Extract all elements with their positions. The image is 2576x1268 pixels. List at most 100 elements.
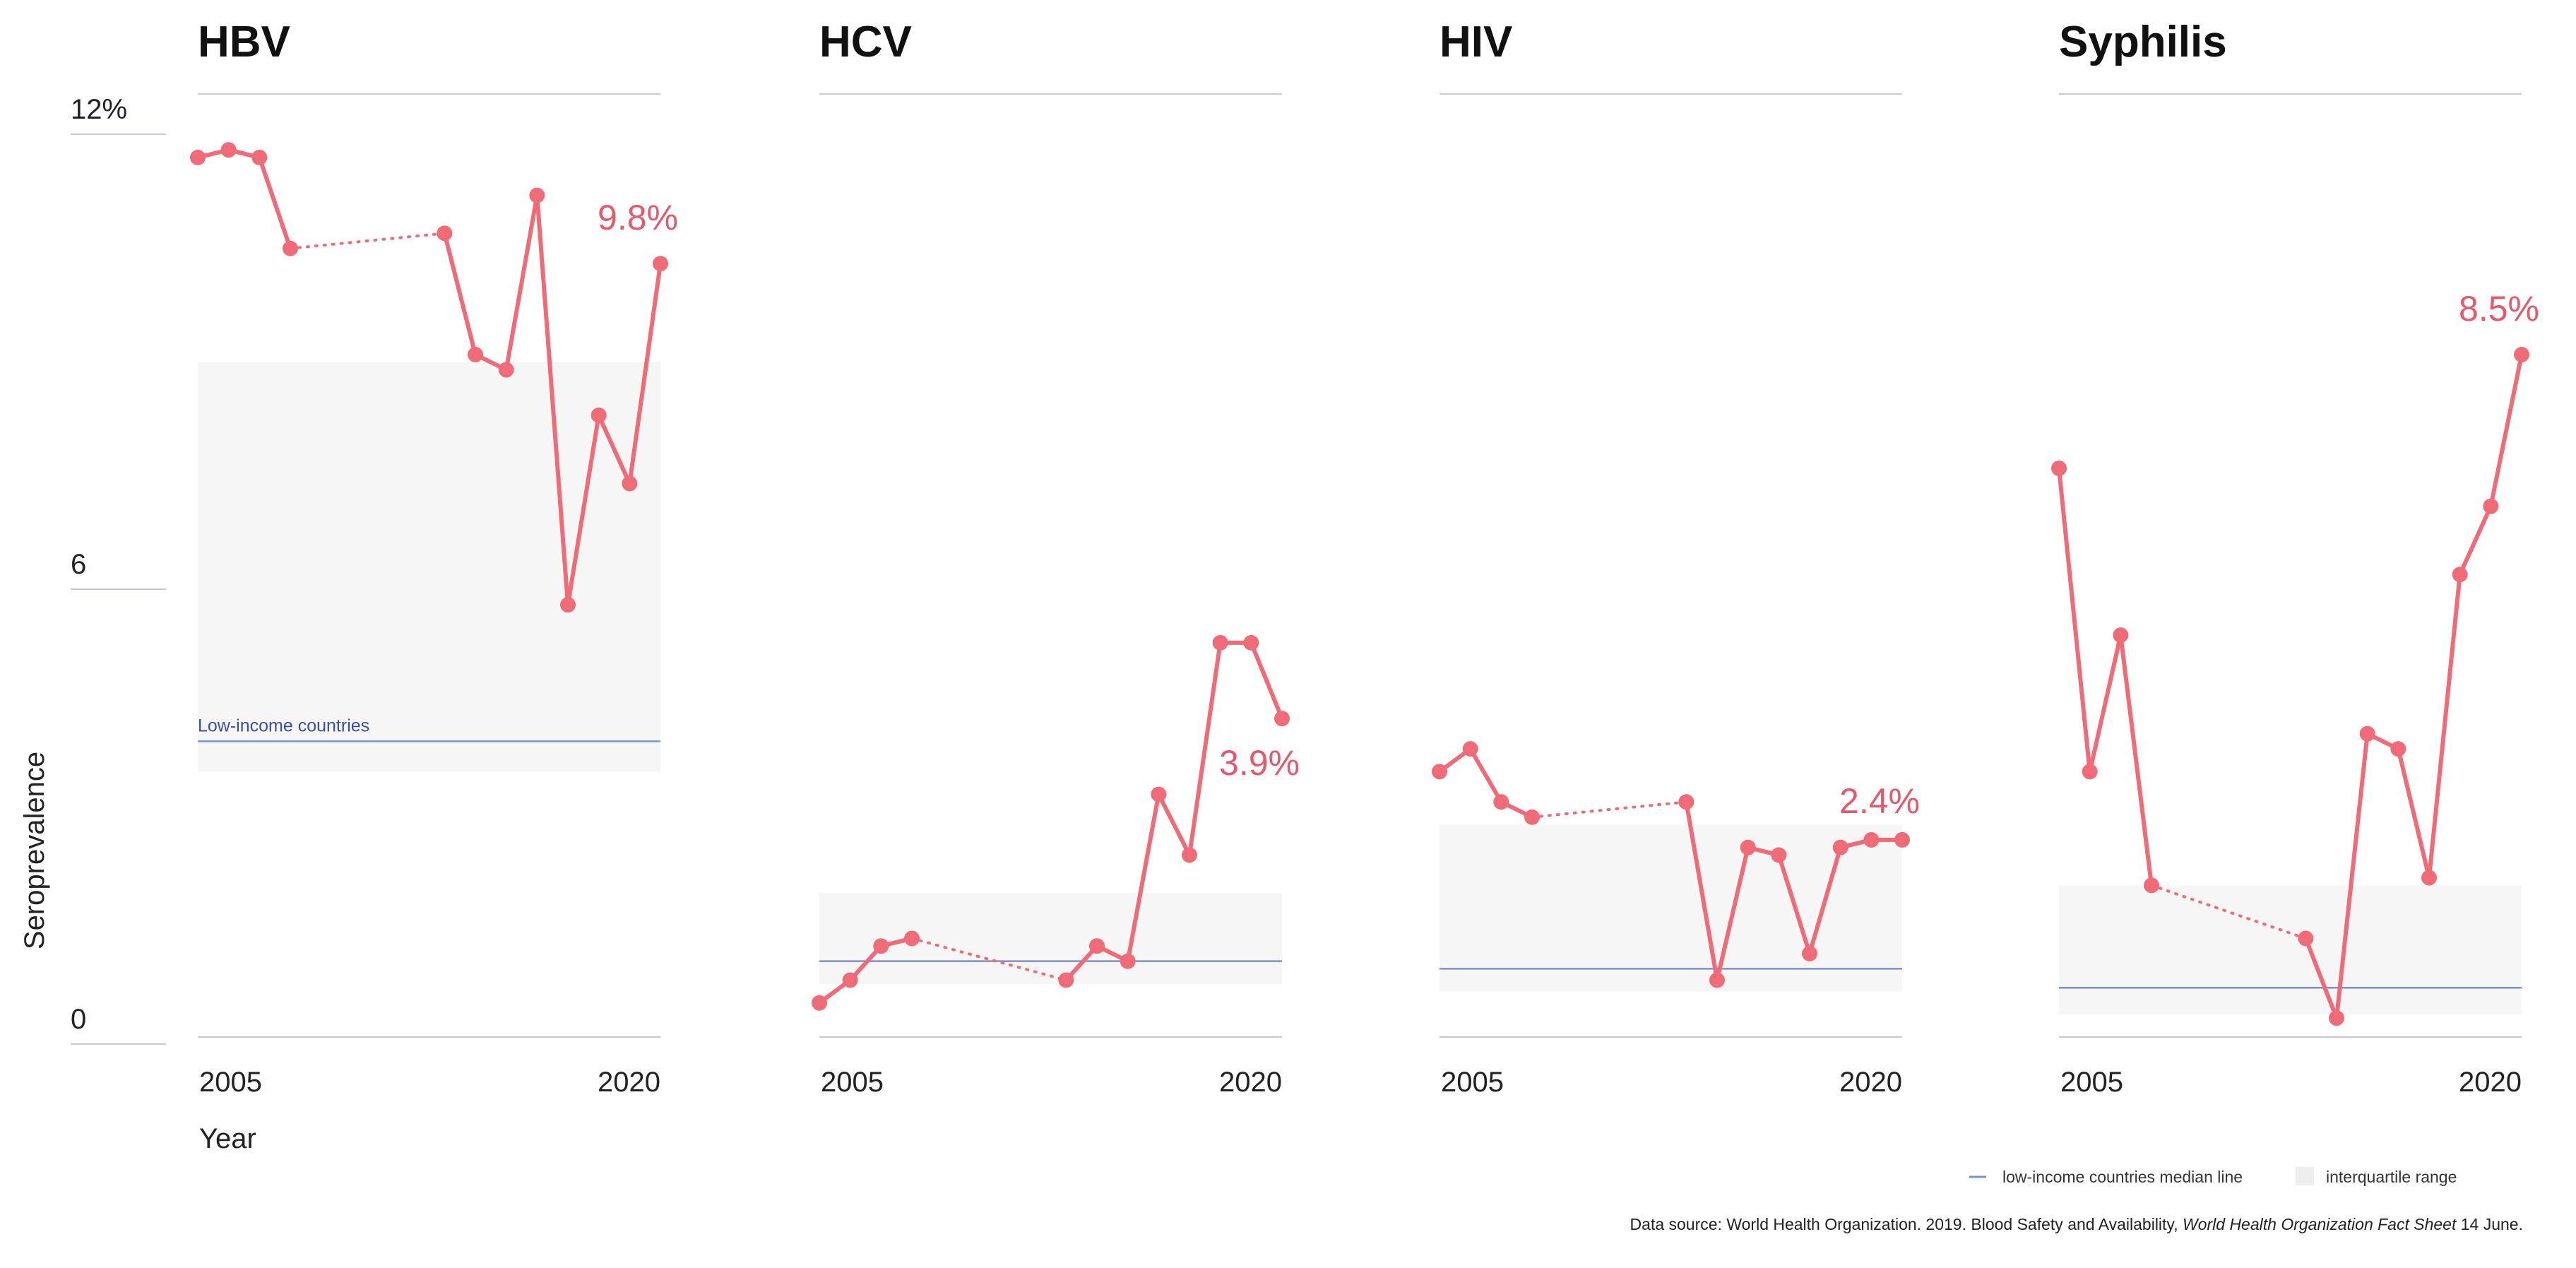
series-segment	[2427, 572, 2462, 880]
data-point	[1212, 634, 1228, 651]
y-tick-label: 6	[71, 549, 86, 580]
data-point	[2144, 877, 2159, 894]
panel-title-syphilis: Syphilis	[2059, 18, 2227, 66]
data-point	[437, 225, 453, 242]
series-segment	[1776, 853, 1812, 956]
x-tick-label: 2020	[1839, 1067, 1902, 1098]
data-point	[842, 972, 858, 988]
series-gap-segment	[2150, 884, 2308, 940]
data-point	[2113, 627, 2129, 644]
data-point	[2359, 725, 2375, 742]
iqr-band	[819, 893, 1282, 984]
data-point	[1058, 972, 1074, 988]
x-axis-label: Year	[199, 1123, 256, 1154]
data-point	[2298, 930, 2314, 947]
legend-iqr-text: interquartile range	[2326, 1168, 2457, 1186]
data-point	[1863, 831, 1880, 848]
data-point	[1089, 938, 1105, 954]
data-point	[1678, 794, 1694, 810]
series-segment	[2057, 466, 2092, 774]
panel-hcv: HCV 2005 2020 3.9%	[812, 18, 1300, 1098]
data-point	[1709, 972, 1725, 988]
data-point	[1740, 839, 1756, 855]
panel-title-hbv: HBV	[198, 18, 290, 66]
data-point	[1493, 794, 1509, 810]
source-journal: World Health Organization Fact Sheet	[2183, 1215, 2457, 1233]
data-point	[529, 187, 545, 203]
series-segment	[535, 193, 570, 608]
data-point	[622, 475, 638, 492]
data-point	[1182, 847, 1197, 863]
end-value-label: 8.5%	[2459, 289, 2539, 328]
data-point	[653, 256, 668, 272]
data-point	[1894, 831, 1910, 848]
data-point	[283, 240, 298, 256]
data-point	[2483, 498, 2499, 514]
end-value-label: 2.4%	[1839, 781, 1920, 821]
data-point	[468, 347, 483, 362]
series-segment	[2118, 633, 2154, 888]
data-point	[1274, 711, 1290, 727]
data-point	[812, 995, 827, 1011]
data-point	[1432, 764, 1447, 780]
median-label: Low-income countries	[198, 716, 369, 735]
data-point	[590, 407, 607, 423]
x-tick-label: 2005	[199, 1067, 262, 1098]
data-point	[2514, 347, 2529, 362]
source-prefix: Data source: World Health Organization. …	[1630, 1215, 2183, 1233]
data-point	[1802, 945, 1817, 961]
series-gap-segment	[910, 937, 1068, 982]
y-tick-label: 12%	[71, 94, 127, 125]
source-suffix: 14 June.	[2456, 1215, 2523, 1233]
legend: low-income countries median line interqua…	[1969, 1167, 2457, 1186]
legend-iqr-swatch	[2296, 1167, 2314, 1185]
data-point	[2421, 870, 2437, 886]
data-point	[220, 142, 237, 158]
data-source-note: Data source: World Health Organization. …	[1630, 1215, 2523, 1234]
data-point	[1243, 634, 1259, 651]
series-segment	[1187, 640, 1223, 858]
series-gap-segment	[289, 232, 446, 250]
data-point	[498, 362, 514, 378]
series-gap-segment	[1531, 800, 1688, 819]
x-tick-label: 2020	[2459, 1067, 2522, 1098]
end-value-label: 3.9%	[1219, 743, 1300, 783]
panel-title-hiv: HIV	[1440, 18, 1512, 66]
series-segment	[1684, 800, 1719, 983]
data-point	[190, 149, 206, 165]
series-segment	[627, 261, 663, 486]
series-segment	[257, 155, 292, 251]
legend-median-text: low-income countries median line	[2002, 1168, 2243, 1186]
data-point	[1462, 741, 1478, 757]
panel-hiv: HIV 2005 2020 2.4%	[1432, 18, 1920, 1098]
iqr-band	[198, 362, 660, 772]
series-segment	[1249, 640, 1284, 721]
data-point	[1120, 953, 1136, 969]
data-point	[2452, 567, 2468, 583]
x-tick-label: 2005	[1441, 1067, 1504, 1098]
series-segment	[2396, 747, 2431, 880]
series-segment	[596, 413, 632, 486]
data-point	[560, 597, 576, 613]
panel-syphilis: Syphilis 2005 2020 8.5%	[2051, 18, 2539, 1098]
end-value-label: 9.8%	[598, 198, 678, 237]
series-segment	[2087, 633, 2123, 774]
series-segment	[1808, 845, 1843, 956]
series-segment	[2457, 504, 2493, 577]
data-point	[1151, 786, 1167, 802]
data-point	[2390, 741, 2406, 757]
series-segment	[2303, 936, 2339, 1021]
data-point	[1832, 839, 1848, 855]
series-segment	[442, 231, 477, 357]
y-axis-label: Seroprevalence	[19, 752, 50, 949]
y-tick-label: 0	[71, 1004, 86, 1035]
data-point	[1524, 809, 1540, 825]
series-segment	[1156, 792, 1192, 858]
x-tick-label: 2020	[598, 1067, 660, 1098]
iqr-band	[2059, 885, 2522, 1014]
series-segment	[1715, 845, 1750, 983]
data-point	[873, 938, 889, 954]
data-point	[2051, 461, 2067, 476]
x-tick-label: 2005	[821, 1067, 884, 1098]
